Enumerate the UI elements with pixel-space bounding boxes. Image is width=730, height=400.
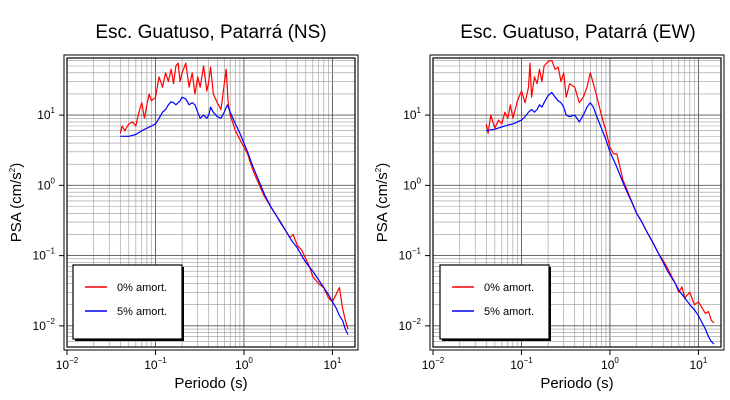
legend-box (72, 264, 183, 340)
legend-box (439, 264, 550, 340)
chart-panel-0: 10−2 10−1 100 101 10−2 10−1 100 101 Esc. Guatuso… (8, 22, 359, 392)
x-tick-label: 10−1 (144, 356, 167, 372)
y-tick-label: 10−2 (33, 317, 56, 333)
y-tick-label: 10−2 (399, 317, 422, 333)
x-tick-label: 100 (235, 356, 253, 372)
y-tick-label: 101 (403, 106, 421, 122)
legend: 0% amort. 5% amort. (439, 264, 551, 341)
series-line-1 (486, 91, 715, 345)
grid (432, 58, 721, 348)
x-tick-label: 101 (324, 356, 342, 372)
y-axis-label: PSA (cm/s2) (374, 163, 391, 242)
plot-frame (432, 57, 722, 348)
chart-title: Esc. Guatuso, Patarrá (NS) (95, 22, 326, 43)
x-tick-label: 100 (601, 356, 619, 372)
x-tick-label: 101 (690, 356, 708, 372)
x-tick-label: 10−2 (56, 356, 79, 372)
x-axis-label: Periodo (s) (540, 375, 613, 392)
y-tick-label: 101 (37, 106, 55, 122)
series-line-1 (120, 96, 349, 335)
legend-label-0: 0% amort. (484, 282, 534, 294)
series-line-0 (119, 62, 349, 330)
y-tick-label: 10−1 (399, 247, 422, 263)
plot-frame (66, 57, 356, 348)
plot-frame-outer (429, 54, 725, 351)
grid (66, 58, 355, 348)
y-tick-label: 10−1 (33, 247, 56, 263)
y-tick-label: 100 (403, 176, 421, 192)
x-axis-label: Periodo (s) (174, 375, 247, 392)
chart-panel-1: 10−2 10−1 100 101 10−2 10−1 100 101 Esc. Guatuso… (374, 22, 725, 392)
x-tick-label: 10−1 (510, 356, 533, 372)
plot-frame-outer (63, 54, 359, 351)
legend-label-1: 5% amort. (484, 306, 534, 318)
chart-title: Esc. Guatuso, Patarrá (EW) (460, 22, 695, 43)
legend-label-0: 0% amort. (117, 282, 167, 294)
y-tick-label: 100 (37, 176, 55, 192)
y-axis-label: PSA (cm/s2) (8, 163, 25, 242)
legend-label-1: 5% amort. (117, 306, 167, 318)
x-tick-label: 10−2 (422, 356, 445, 372)
legend: 0% amort. 5% amort. (72, 264, 184, 341)
